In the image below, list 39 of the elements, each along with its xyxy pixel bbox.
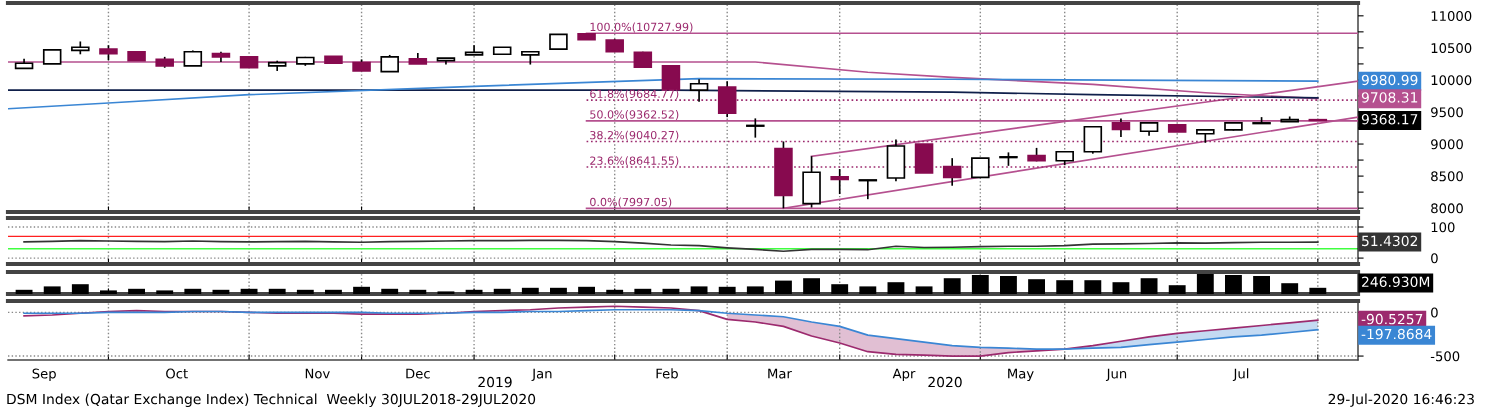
text: 51.4302 — [1362, 235, 1418, 247]
x-tick-label: Jun — [1105, 368, 1127, 381]
x-tick-label: Nov — [305, 368, 330, 379]
x-tick-label: Jul — [1232, 368, 1249, 381]
text: 2019 — [478, 376, 512, 388]
x-tick-label: Oct — [166, 368, 188, 379]
text: -90.5257 — [1361, 313, 1423, 325]
y-tick-label: 0 — [1431, 253, 1438, 264]
x-tick-label: Dec — [406, 368, 430, 379]
text: -197.8684 — [1361, 328, 1432, 340]
annotation: 0.0%(7997.05) — [590, 197, 672, 208]
y-tick-label: -500 — [1430, 351, 1460, 362]
x-tick-label: Mar — [768, 368, 792, 379]
y-tick-label: 100 — [1431, 222, 1455, 233]
x-tick-label: Feb — [656, 368, 678, 379]
text: 2020 — [928, 376, 962, 388]
text: 246.930M — [1362, 276, 1430, 288]
x-tick-label: Apr — [892, 368, 916, 382]
x-tick-label: May — [1008, 368, 1034, 382]
text: 9980.99 — [1361, 74, 1418, 86]
y-tick-label: 9000 — [1431, 139, 1463, 150]
annotation: 50.0%(9362.52) — [590, 110, 679, 120]
text: 9368.17 — [1361, 113, 1418, 125]
x-tick-label: Jan — [531, 368, 552, 381]
text: DSM Index (Qatar Exchange Index) Technical Weekly 30JUL2018-29JUL2020 — [7, 393, 536, 407]
annotation: 23.6%(8641.55) — [590, 156, 679, 167]
y-tick-label: 8000 — [1431, 203, 1463, 214]
y-tick-label: 10000 — [1431, 75, 1472, 86]
annotation: 61.8%(9684.77) — [590, 89, 679, 100]
y-tick-label: 0 — [1431, 307, 1438, 318]
x-tick-label: Sep — [32, 368, 56, 382]
text: 29-Jul-2020 16:46:23 — [1328, 393, 1474, 407]
annotation: 38.2%(9040.27) — [590, 130, 679, 141]
text: 9708.31 — [1361, 92, 1418, 103]
y-tick-label: 10500 — [1431, 43, 1472, 54]
y-tick-label: 8500 — [1431, 171, 1463, 182]
annotation: 100.0%(10727.99) — [590, 22, 693, 33]
y-tick-label: 11000 — [1431, 11, 1472, 22]
y-tick-label: 9500 — [1431, 107, 1463, 118]
